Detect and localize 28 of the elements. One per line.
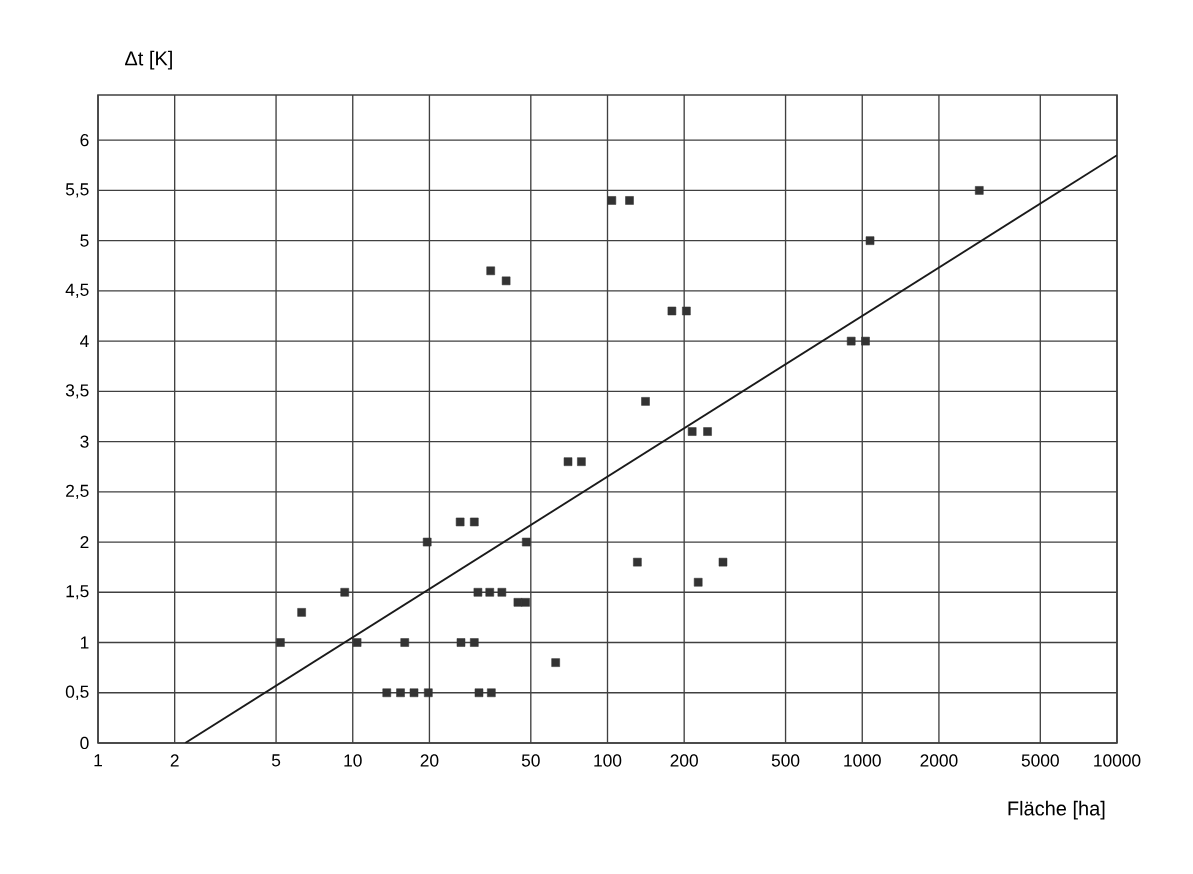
x-tick-label: 2 [170, 754, 179, 767]
x-tick-label: 500 [771, 754, 800, 767]
y-tick-label: 0 [80, 736, 89, 750]
x-tick-label: 100 [594, 754, 622, 767]
x-tick-label: 2000 [920, 754, 958, 767]
x-tick-label: 10 [344, 754, 362, 767]
x-tick-label: 5000 [1021, 754, 1059, 767]
x-axis-title: Fläche [ha] [1008, 800, 1105, 820]
x-tick-label: 10000 [1094, 754, 1141, 767]
x-tick-label: 1000 [844, 754, 881, 767]
y-tick-label: 2 [80, 536, 89, 549]
x-tick-label: 1 [94, 754, 102, 767]
y-tick-label: 5,5 [65, 183, 89, 198]
y-tick-label: 3,5 [65, 384, 89, 399]
y-tick-label: 4,5 [65, 283, 89, 298]
x-tick-label: 20 [420, 754, 439, 767]
x-tick-label: 50 [521, 754, 540, 767]
y-tick-label: 3 [80, 435, 89, 448]
y-tick-label: 1,5 [66, 585, 89, 600]
y-tick-label: 2,5 [66, 484, 89, 499]
y-axis-title: Δt [K] [125, 50, 172, 70]
x-tick-label: 200 [670, 754, 698, 767]
y-tick-label: 4 [80, 335, 89, 348]
y-tick-label: 5 [80, 234, 89, 247]
y-tick-label: 6 [80, 134, 89, 147]
x-tick-label: 5 [271, 754, 281, 767]
y-tick-label: 1 [80, 636, 89, 649]
y-tick-label: 0,5 [65, 685, 89, 700]
